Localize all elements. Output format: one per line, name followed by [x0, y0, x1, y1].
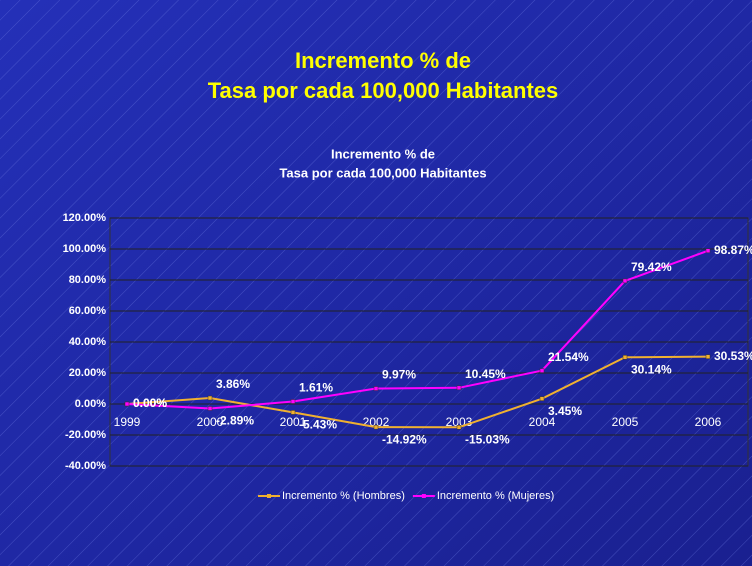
y-tick-label: -20.00% — [65, 429, 106, 441]
marker — [207, 395, 213, 401]
value-label: 3.45% — [548, 404, 582, 418]
x-tick-label: 2001 — [280, 415, 307, 429]
marker — [456, 385, 462, 391]
marker — [373, 424, 379, 430]
value-label: 9.97% — [382, 368, 416, 382]
x-tick-label: 2006 — [695, 415, 722, 429]
y-tick-label: 80.00% — [69, 274, 107, 286]
slide-title: Tasa por cada 100,000 Habitantes — [208, 78, 559, 103]
marker — [290, 410, 296, 415]
y-tick-label: 40.00% — [69, 336, 107, 348]
value-label: -5.43% — [299, 418, 337, 432]
value-label: 0.00% — [133, 396, 167, 410]
value-label: 79.42% — [631, 260, 672, 274]
value-label: 1.61% — [299, 381, 333, 395]
y-tick-label: 100.00% — [63, 243, 107, 255]
value-label: 21.54% — [548, 350, 589, 364]
marker — [622, 355, 628, 360]
marker — [207, 406, 213, 411]
y-tick-label: 60.00% — [69, 305, 107, 317]
value-label: 98.87% — [714, 243, 752, 257]
y-tick-label: 20.00% — [69, 367, 107, 379]
legend-marker — [267, 494, 271, 498]
marker — [290, 399, 296, 404]
value-label: 3.86% — [216, 377, 250, 391]
marker — [622, 278, 628, 284]
line — [126, 249, 709, 410]
x-tick-label: 2004 — [529, 415, 556, 429]
y-tick-label: -40.00% — [65, 460, 106, 472]
legend-label: Incremento % (Mujeres) — [437, 490, 554, 502]
marker — [373, 386, 379, 391]
value-label: 0.00% — [133, 396, 167, 410]
value-label: -14.92% — [382, 432, 427, 446]
chart-title: Incremento % de — [331, 146, 435, 161]
value-label: 30.53% — [714, 349, 752, 363]
marker — [705, 248, 711, 254]
slide-title: Incremento % de — [295, 48, 471, 73]
x-tick-label: 2005 — [612, 415, 639, 429]
y-tick-label: 0.00% — [75, 398, 106, 410]
legend-label: Incremento % (Hombres) — [282, 490, 405, 502]
marker — [705, 354, 711, 359]
value-label: 30.14% — [631, 362, 672, 376]
x-tick-label: 2000 — [197, 415, 224, 429]
marker — [539, 396, 545, 401]
y-tick-label: 120.00% — [63, 212, 107, 224]
legend-marker — [421, 494, 426, 498]
value-label: -2.89% — [216, 414, 254, 428]
value-label: -15.03% — [465, 432, 510, 446]
x-tick-label: 1999 — [114, 415, 141, 429]
chart-title: Tasa por cada 100,000 Habitantes — [279, 165, 486, 180]
marker — [539, 368, 545, 373]
value-label: 10.45% — [465, 367, 506, 381]
marker — [124, 401, 130, 407]
marker — [456, 425, 462, 430]
line — [126, 355, 709, 429]
